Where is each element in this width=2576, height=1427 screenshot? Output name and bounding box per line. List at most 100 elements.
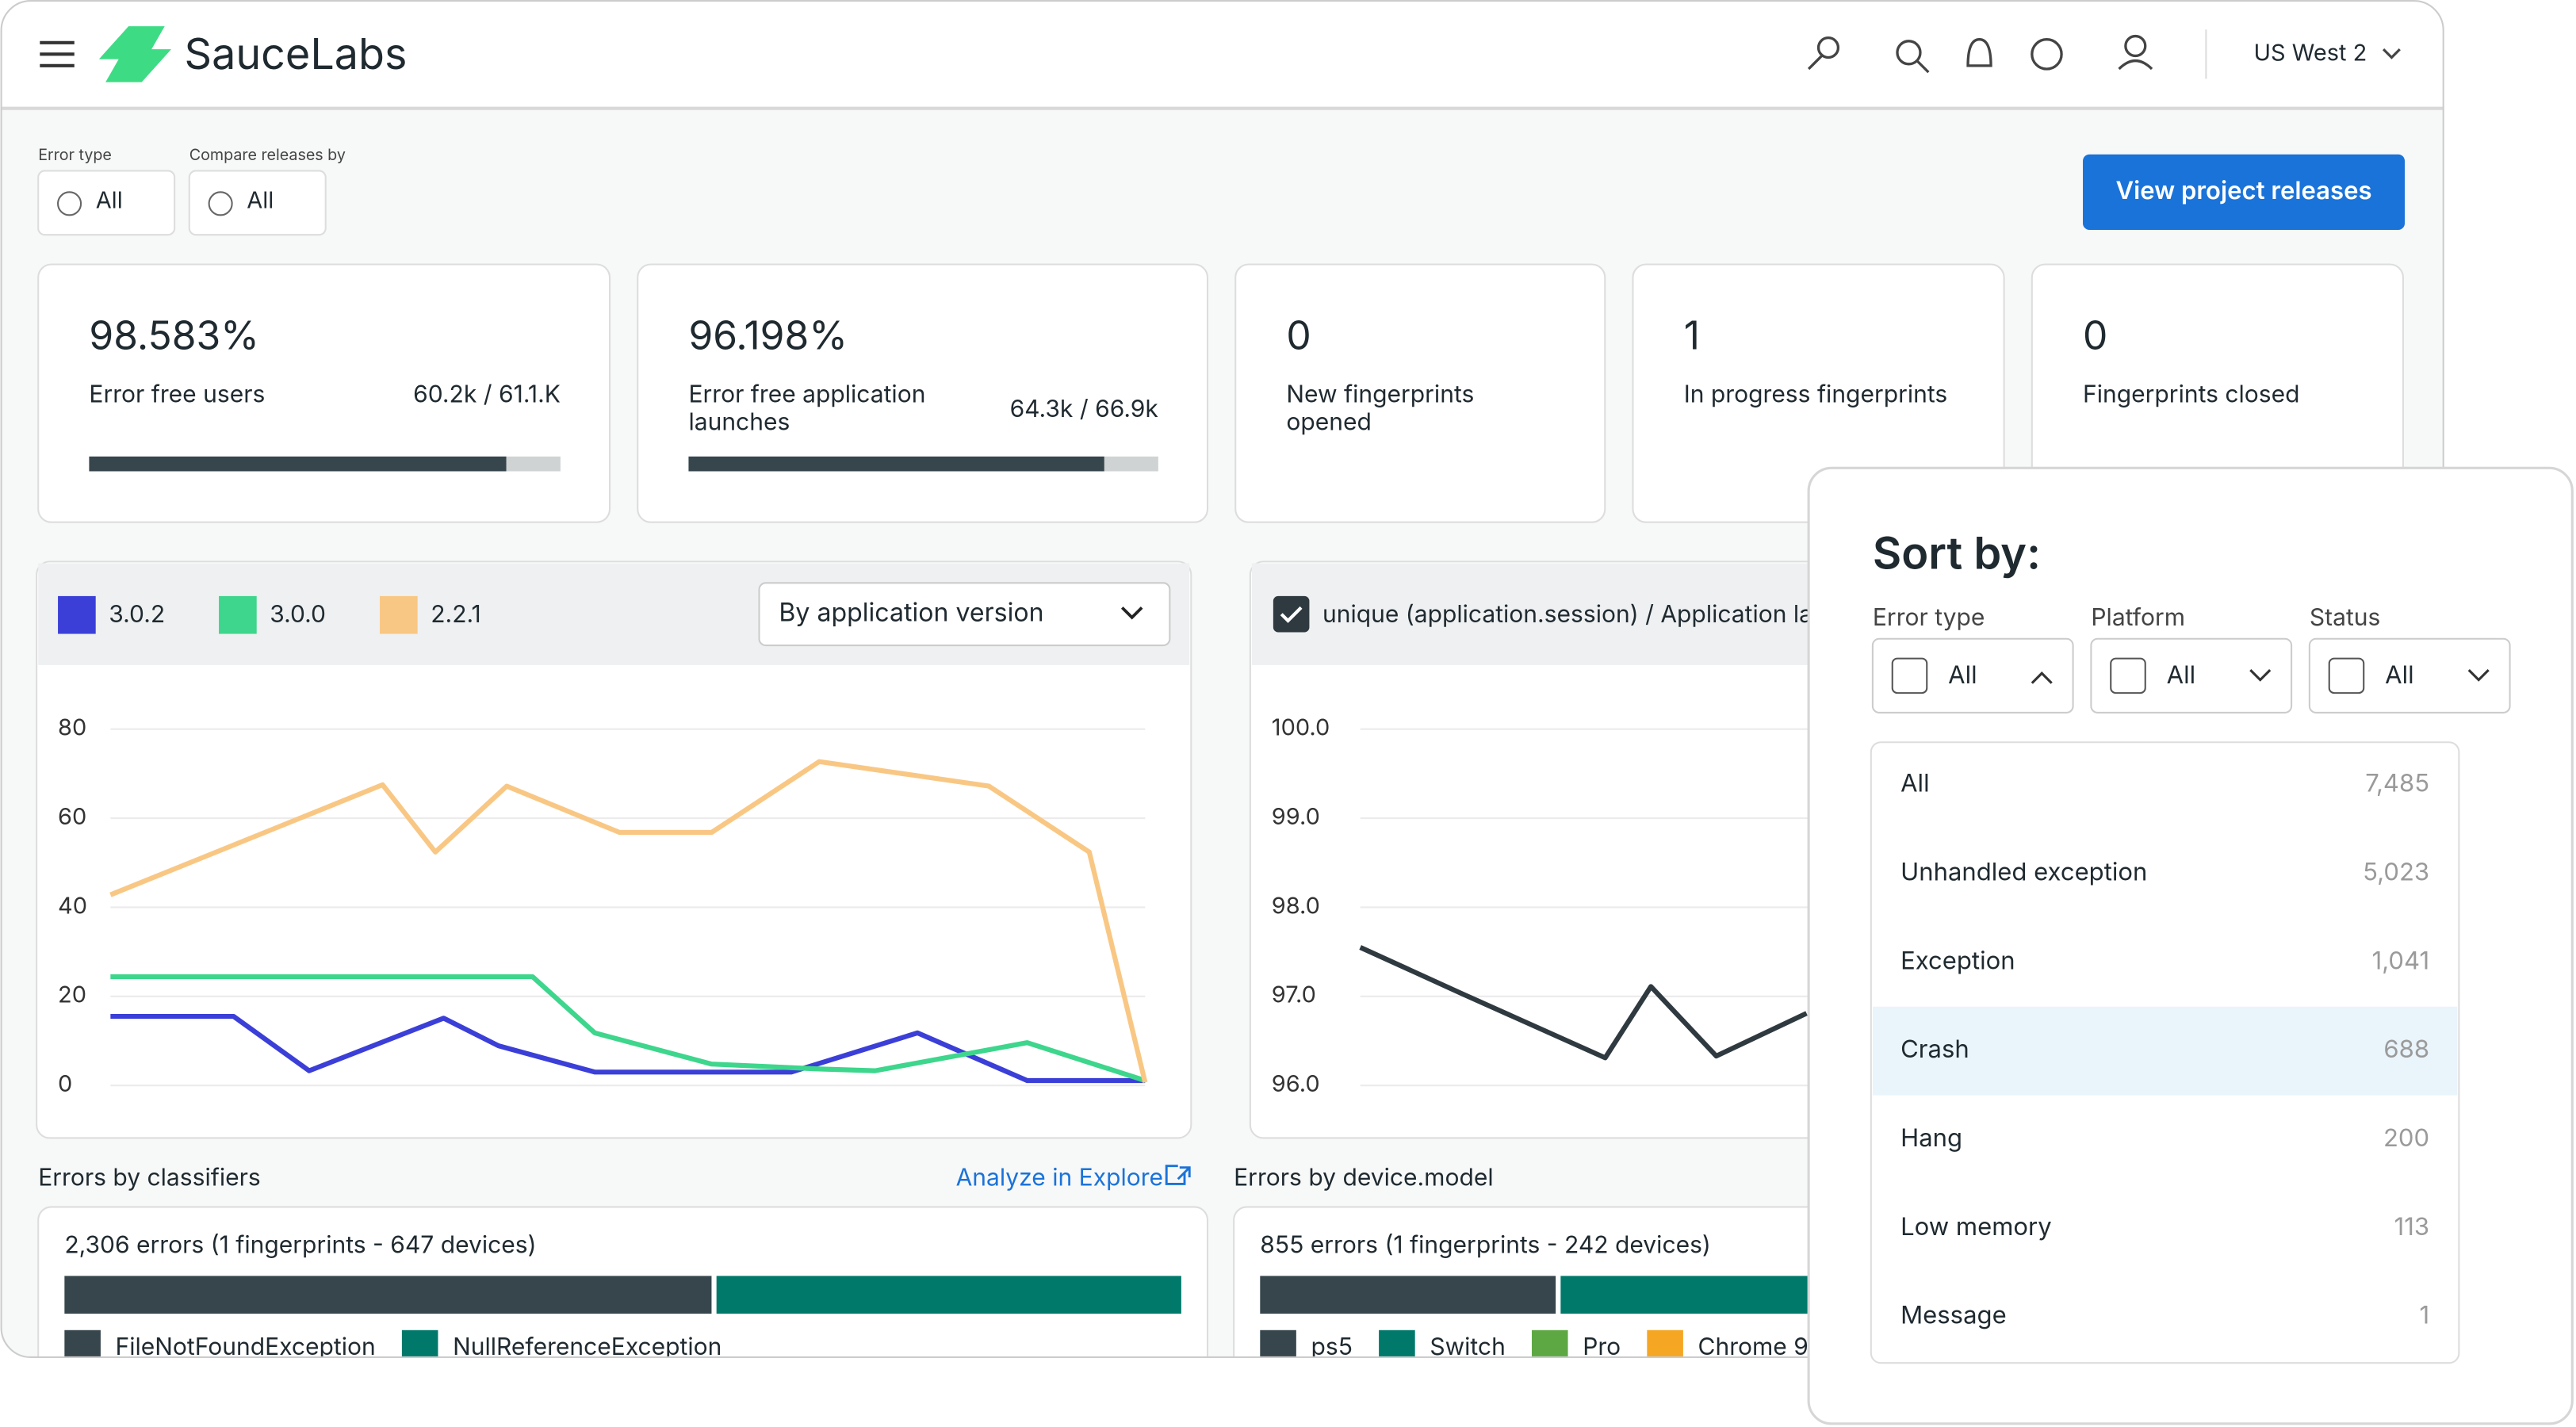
sort-filter-value: All [2385, 660, 2413, 690]
legend-swatch [380, 595, 418, 634]
bar-segment [64, 1276, 712, 1314]
sort-filter-label: Error type [1873, 603, 1985, 632]
legend-label: 3.0.0 [270, 600, 326, 629]
sort-item[interactable]: All [1900, 769, 1929, 798]
logo [98, 26, 171, 82]
y-tick-label: 98.0 [1272, 891, 1320, 919]
sort-filter-value: All [1948, 660, 1977, 690]
filter-icon [2328, 657, 2365, 694]
filter-value: All [247, 186, 274, 214]
legend-label: Switch [1430, 1333, 1506, 1361]
y-tick-label: 99.0 [1272, 802, 1320, 830]
sort-count: 113 [2394, 1212, 2429, 1241]
progress-fill [688, 456, 1104, 472]
external-icon [1165, 1165, 1191, 1185]
toolbar-icons[interactable] [1807, 34, 2153, 74]
sort-filter[interactable] [1871, 637, 2074, 714]
bar-segment [716, 1276, 1181, 1314]
dropdown-value: By application version [779, 596, 1043, 627]
y-tick-label: 97.0 [1272, 981, 1316, 1008]
progress-fill [89, 456, 507, 472]
sort-item[interactable]: Hang [1900, 1123, 1962, 1153]
filter[interactable] [37, 170, 176, 236]
stat-value: 0 [2083, 311, 2107, 358]
series-line [1359, 945, 1808, 1061]
legend-label: Pro [1583, 1333, 1621, 1361]
y-tick-label: 40 [58, 891, 87, 919]
sort-filter[interactable] [2090, 637, 2293, 714]
filter-value: All [96, 186, 123, 214]
y-tick-label: 96.0 [1272, 1069, 1320, 1097]
y-tick-label: 80 [58, 714, 86, 741]
legend-swatch [1531, 1329, 1568, 1359]
panel-link[interactable]: Analyze in Explore [956, 1163, 1163, 1192]
sort-count: 7,485 [2365, 769, 2429, 798]
stat-label: Fingerprints closed [2083, 380, 2300, 408]
sort-item[interactable]: Message [1900, 1301, 2007, 1330]
y-tick-label: 20 [58, 981, 86, 1008]
legend-swatch [58, 595, 96, 634]
chart-panel [36, 560, 1192, 1139]
chevron [2467, 669, 2490, 682]
stat-ratio: 64.3k / 66.9k [1010, 395, 1159, 423]
legend-label: NullReferenceException [453, 1333, 722, 1361]
sort-filter-label: Platform [2091, 603, 2185, 632]
filter[interactable] [188, 170, 327, 236]
y-tick-label: 60 [58, 802, 86, 830]
sort-count: 1 [2419, 1301, 2429, 1330]
brand: SauceLabs [185, 28, 408, 79]
chevron [2249, 669, 2272, 682]
filter-icon [2110, 657, 2146, 694]
stat-value: 1 [1684, 311, 1700, 358]
filter-label: Compare releases by [189, 145, 346, 164]
panel-summary: 855 errors (1 fingerprints - 242 devices… [1260, 1230, 1711, 1259]
series-line [110, 974, 1146, 1083]
stat-value: 0 [1286, 311, 1311, 358]
legend-swatch [1379, 1329, 1415, 1359]
panel-title: Errors by classifiers [38, 1163, 261, 1192]
sort-count: 1,041 [2372, 946, 2429, 975]
sort-count: 688 [2383, 1035, 2429, 1064]
legend-label: Chrome 93 [1698, 1333, 1824, 1361]
stat-label: New fingerprints [1286, 380, 1474, 408]
menu-icon[interactable] [40, 40, 75, 67]
button[interactable] [2083, 154, 2406, 230]
chevron [2031, 671, 2053, 684]
sort-count: 200 [2383, 1123, 2429, 1153]
series-line [110, 1013, 1146, 1084]
filter-icon [1891, 657, 1928, 694]
sort-item[interactable]: Exception [1900, 946, 2015, 975]
stat-label: opened [1286, 408, 1372, 437]
sort-item[interactable]: Crash [1900, 1035, 1969, 1064]
region[interactable]: US West 2 [2253, 38, 2367, 66]
checkbox[interactable] [1273, 595, 1310, 633]
legend-swatch [1647, 1329, 1683, 1359]
row-highlight [1872, 1006, 2458, 1096]
sort-filter[interactable] [2308, 637, 2511, 714]
stat-label: Error free users [89, 380, 265, 408]
stat-label: launches [688, 408, 790, 437]
stat-card [1234, 263, 1606, 523]
sort-item[interactable]: Low memory [1900, 1212, 2052, 1241]
legend-swatch [64, 1329, 101, 1359]
sort-filter-value: All [2167, 660, 2195, 690]
legend-label: 3.0.2 [109, 600, 165, 629]
legend-label: unique (application.session) / Applicati… [1322, 600, 1827, 629]
y-tick-label: 100.0 [1272, 714, 1330, 741]
panel-summary: 2,306 errors (1 fingerprints - 647 devic… [64, 1230, 536, 1259]
dropdown[interactable] [758, 582, 1171, 647]
series-line [109, 759, 1148, 1083]
legend-label: ps5 [1311, 1333, 1352, 1361]
legend-label: 2.2.1 [431, 600, 481, 629]
sort-title: Sort by: [1873, 526, 2041, 580]
sort-item[interactable]: Unhandled exception [1900, 857, 2147, 886]
stat-value: 96.198% [688, 311, 848, 358]
sort-panel: Sort by: Error typeAllPlatformAllStatusA… [1807, 466, 2574, 1425]
filter-label: Error type [38, 145, 112, 164]
legend-swatch [401, 1329, 438, 1359]
stat-ratio: 60.2k / 61.1.K [413, 380, 561, 408]
legend-swatch [1260, 1329, 1296, 1359]
stat-value: 98.583% [89, 311, 259, 358]
legend-swatch [219, 595, 257, 634]
